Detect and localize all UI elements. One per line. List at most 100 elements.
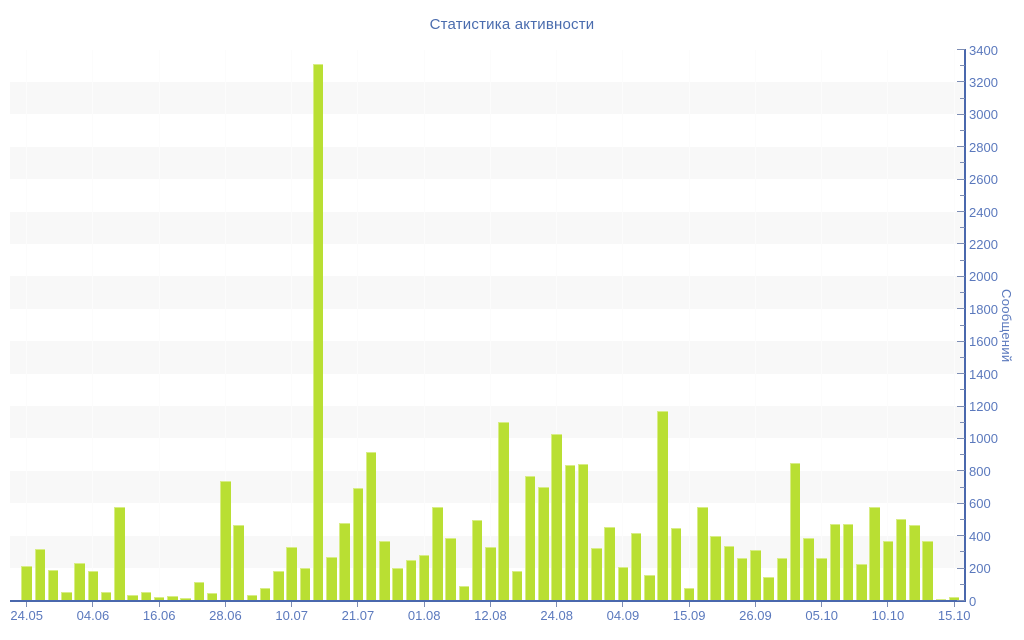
y-minor-tick [960,454,965,456]
bar[interactable] [127,594,138,601]
bar[interactable] [458,585,470,601]
vertical-gridline [92,49,94,601]
bar[interactable] [617,567,629,601]
vertical-gridline [489,49,491,601]
x-tick-label: 15.09 [672,607,706,623]
bar[interactable] [564,465,576,601]
bar[interactable] [895,518,907,601]
y-major-tick [957,275,965,277]
bar[interactable] [909,525,920,601]
bar[interactable] [723,546,735,601]
bar[interactable] [511,571,523,601]
bar[interactable] [418,555,430,601]
bar[interactable] [683,588,695,601]
bar[interactable] [856,564,867,601]
y-minor-tick [960,227,965,229]
y-minor-tick [960,292,965,294]
bar[interactable] [644,574,655,601]
y-major-tick [957,405,965,407]
bar[interactable] [114,506,125,601]
bar[interactable] [299,568,311,601]
x-tick-label: 15.10 [937,607,971,623]
bar[interactable] [47,569,59,601]
x-tick-label: 04.09 [606,607,640,623]
bar[interactable] [246,594,258,601]
bar[interactable] [471,520,483,601]
bar[interactable] [604,526,615,601]
bar[interactable] [61,591,72,601]
bar[interactable] [869,507,880,601]
vertical-gridline [291,49,293,601]
y-major-tick [957,113,965,115]
bar[interactable] [789,462,801,601]
bar[interactable] [816,558,827,601]
bar[interactable] [206,593,218,601]
bar[interactable] [524,475,536,601]
bar[interactable] [882,540,894,601]
x-tick-label: 26.09 [739,607,772,623]
bar[interactable] [657,410,668,601]
bar[interactable] [259,588,271,601]
bar[interactable] [405,559,417,601]
bar[interactable] [445,538,456,601]
bar[interactable] [379,540,390,601]
y-tick-label: 1200 [969,399,998,415]
y-axis-line [964,48,966,602]
bar[interactable] [153,597,165,601]
bar[interactable] [21,566,32,601]
bar[interactable] [551,433,562,601]
y-minor-tick [960,518,965,520]
bar[interactable] [273,570,284,601]
grid-stripe-band [10,211,965,244]
bar[interactable] [140,591,152,601]
x-tick [423,601,425,607]
bar[interactable] [842,524,854,601]
bar[interactable] [87,571,99,601]
bar[interactable] [803,538,814,601]
bar[interactable] [577,463,589,601]
bar[interactable] [34,548,46,601]
bar[interactable] [339,522,350,601]
bar[interactable] [750,550,761,601]
grid-stripe-band [10,341,965,374]
bar[interactable] [485,547,496,601]
y-major-tick [957,308,965,310]
bar[interactable] [498,422,509,601]
bar[interactable] [736,557,748,601]
bar[interactable] [193,581,205,601]
bar[interactable] [538,487,549,601]
bar[interactable] [286,547,297,601]
y-tick-label: 2200 [969,236,998,252]
bar[interactable] [630,533,642,601]
bar[interactable] [392,568,403,601]
bar[interactable] [312,64,324,601]
bar[interactable] [922,540,933,601]
bar[interactable] [100,591,112,601]
bar[interactable] [697,507,708,601]
bar[interactable] [432,506,443,601]
bar[interactable] [763,577,774,601]
bar[interactable] [365,452,377,601]
bar[interactable] [220,481,231,601]
vertical-gridline [887,49,889,601]
bar[interactable] [74,563,85,601]
y-tick-label: 2000 [969,269,998,285]
bar[interactable] [326,556,337,601]
bar[interactable] [670,528,682,601]
vertical-gridline [556,49,558,601]
y-major-tick [957,600,965,601]
bar[interactable] [352,487,364,601]
bar[interactable] [233,525,244,601]
x-tick [556,601,558,607]
bar[interactable] [591,547,602,601]
bar[interactable] [167,596,178,601]
bar[interactable] [829,523,841,601]
x-tick-label: 01.08 [407,607,441,623]
y-minor-tick [960,356,965,358]
bar[interactable] [710,535,721,601]
bar[interactable] [180,598,191,601]
y-tick-label: 2800 [969,139,998,155]
bar[interactable] [948,597,960,601]
bar[interactable] [776,557,788,601]
x-tick [224,601,226,607]
